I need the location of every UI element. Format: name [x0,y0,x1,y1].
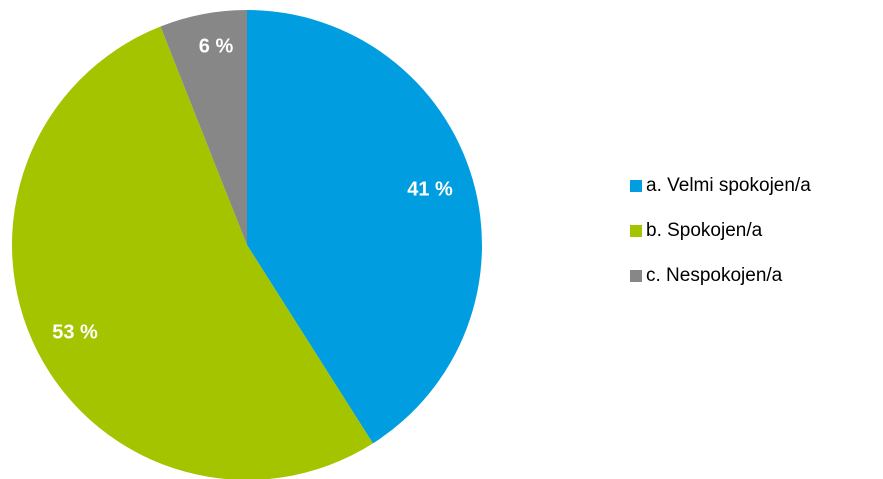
legend-swatch-3 [630,270,642,282]
pie-labels: 41 % 53 % 6 % [52,35,453,343]
slice-label-2: 53 % [52,321,98,343]
pie-slice-1 [247,10,482,444]
pie-slice-2 [12,26,373,479]
pie-slices [12,10,482,479]
pie-slice-3 [160,10,247,245]
legend: a. Velmi spokojen/a b. Spokojen/a c. Nespo… [630,175,811,286]
legend-label-1: a. Velmi spokojen/a [646,175,811,196]
legend-swatch-1 [630,180,642,192]
legend-swatch-2 [630,225,642,237]
legend-label-3: c. Nespokojen/a [646,265,783,286]
slice-label-3: 6 % [199,35,234,57]
legend-label-2: b. Spokojen/a [646,220,763,241]
slice-label-1: 41 % [407,178,453,200]
